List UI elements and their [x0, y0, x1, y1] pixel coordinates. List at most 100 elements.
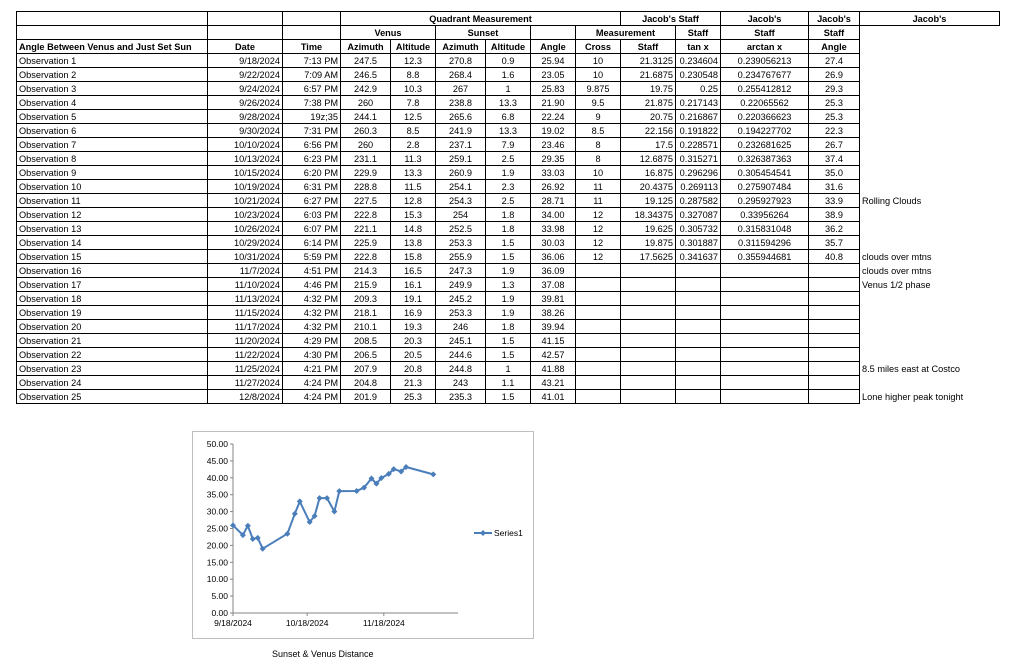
cell-tan[interactable]: 0.230548	[675, 67, 721, 82]
cell-cross[interactable]	[575, 291, 621, 306]
column-header-venus-azimuth[interactable]: Azimuth	[340, 39, 391, 54]
cell-angle[interactable]: 33.03	[530, 165, 576, 180]
cell-cross[interactable]: 9	[575, 109, 621, 124]
cell-tan[interactable]	[675, 277, 721, 292]
cell-v-az[interactable]: 228.8	[340, 179, 391, 194]
cell-v-az[interactable]: 260.3	[340, 123, 391, 138]
cell-v-alt[interactable]: 21.3	[390, 375, 436, 390]
cell-s-az[interactable]: 237.1	[435, 137, 486, 152]
cell-angle[interactable]: 41.88	[530, 361, 576, 376]
cell-cross[interactable]	[575, 277, 621, 292]
note-cell[interactable]	[860, 320, 1000, 334]
cell-angle[interactable]: 36.06	[530, 249, 576, 264]
cell-s-az[interactable]: 247.3	[435, 263, 486, 278]
cell-s-alt[interactable]: 1.8	[485, 221, 531, 236]
cell-staff[interactable]	[620, 263, 676, 278]
cell-v-az[interactable]: 206.5	[340, 347, 391, 362]
cell-time[interactable]: 6:57 PM	[282, 81, 341, 96]
cell-label[interactable]: Observation 1	[16, 53, 208, 68]
cell-s-az[interactable]: 268.4	[435, 67, 486, 82]
table-row[interactable]: Observation 4 9/26/2024 7:38 PM 260 7.8 238.8…	[16, 95, 1000, 110]
cell-staff[interactable]	[620, 319, 676, 334]
table-row[interactable]: Observation 20 11/17/2024 4:32 PM 210.1 19.3…	[16, 319, 1000, 334]
cell-v-az[interactable]: 225.9	[340, 235, 391, 250]
cell-s-az[interactable]: 270.8	[435, 53, 486, 68]
cell-s-alt[interactable]: 1.5	[485, 389, 531, 404]
cell-jangle[interactable]: 27.4	[808, 53, 860, 68]
cell-staff[interactable]	[620, 389, 676, 404]
cell-jangle[interactable]: 22.3	[808, 123, 860, 138]
cell-v-alt[interactable]: 11.3	[390, 151, 436, 166]
cell-s-alt[interactable]: 1.8	[485, 207, 531, 222]
note-cell[interactable]	[860, 376, 1000, 390]
table-row[interactable]: Observation 3 9/24/2024 6:57 PM 242.9 10.3 26…	[16, 81, 1000, 96]
cell-cross[interactable]	[575, 389, 621, 404]
cell-time[interactable]: 4:51 PM	[282, 263, 341, 278]
cell[interactable]	[282, 11, 341, 26]
column-header-staff[interactable]: Staff	[620, 39, 676, 54]
cell-v-az[interactable]: 215.9	[340, 277, 391, 292]
cell-time[interactable]: 4:29 PM	[282, 333, 341, 348]
cell-cross[interactable]	[575, 319, 621, 334]
cell[interactable]	[282, 25, 341, 40]
cell-time[interactable]: 6:27 PM	[282, 193, 341, 208]
cell-v-az[interactable]: 242.9	[340, 81, 391, 96]
cell-arctan[interactable]	[720, 333, 809, 348]
cell-s-alt[interactable]: 2.3	[485, 179, 531, 194]
jacobs-staff-angle-header[interactable]: Jacob's	[859, 11, 1000, 26]
cell-v-alt[interactable]: 15.3	[390, 207, 436, 222]
cell-s-alt[interactable]: 1.9	[485, 291, 531, 306]
cell-v-alt[interactable]: 19.3	[390, 319, 436, 334]
cell-v-alt[interactable]: 20.5	[390, 347, 436, 362]
cell-arctan[interactable]	[720, 263, 809, 278]
cell-jangle[interactable]: 31.6	[808, 179, 860, 194]
table-row[interactable]: Observation 23 11/25/2024 4:21 PM 207.9 20.8…	[16, 361, 1000, 376]
cell-jangle[interactable]: 29.3	[808, 81, 860, 96]
cell-tan[interactable]: 0.296296	[675, 165, 721, 180]
cell-angle[interactable]: 41.15	[530, 333, 576, 348]
cell-s-az[interactable]: 253.3	[435, 235, 486, 250]
column-header-time[interactable]: Time	[282, 39, 341, 54]
cell-jangle[interactable]: 40.8	[808, 249, 860, 264]
table-row[interactable]: Observation 13 10/26/2024 6:07 PM 221.1 14.8…	[16, 221, 1000, 236]
cell-s-az[interactable]: 246	[435, 319, 486, 334]
cell-time[interactable]: 4:32 PM	[282, 291, 341, 306]
cell-staff[interactable]: 20.4375	[620, 179, 676, 194]
cell-tan[interactable]: 0.305732	[675, 221, 721, 236]
cell-v-alt[interactable]: 14.8	[390, 221, 436, 236]
table-row[interactable]: Observation 10 10/19/2024 6:31 PM 228.8 11.5…	[16, 179, 1000, 194]
cell-v-alt[interactable]: 2.8	[390, 137, 436, 152]
cell-staff[interactable]: 19.625	[620, 221, 676, 236]
cell-time[interactable]: 4:24 PM	[282, 389, 341, 404]
cell-label[interactable]: Observation 24	[16, 375, 208, 390]
table-row[interactable]: Observation 21 11/20/2024 4:29 PM 208.5 20.3…	[16, 333, 1000, 348]
note-cell[interactable]	[860, 180, 1000, 194]
cell-cross[interactable]	[575, 263, 621, 278]
cell-angle[interactable]: 23.05	[530, 67, 576, 82]
cell-jangle[interactable]: 26.9	[808, 67, 860, 82]
column-header-venus-altitude[interactable]: Altitude	[390, 39, 436, 54]
column-header-label[interactable]: Angle Between Venus and Just Set Sun	[16, 39, 208, 54]
cell-time[interactable]: 7:31 PM	[282, 123, 341, 138]
cell-v-az[interactable]: 221.1	[340, 221, 391, 236]
cell-s-alt[interactable]: 0.9	[485, 53, 531, 68]
cell-tan[interactable]: 0.287582	[675, 193, 721, 208]
cell-arctan[interactable]: 0.295927923	[720, 193, 809, 208]
cell-s-alt[interactable]: 13.3	[485, 95, 531, 110]
cell-date[interactable]: 11/22/2024	[207, 347, 283, 362]
cell[interactable]	[207, 25, 283, 40]
cell-s-alt[interactable]: 1.9	[485, 305, 531, 320]
cell-staff[interactable]	[620, 305, 676, 320]
cell-cross[interactable]	[575, 333, 621, 348]
cell-label[interactable]: Observation 4	[16, 95, 208, 110]
note-cell[interactable]	[860, 348, 1000, 362]
cell-arctan[interactable]: 0.239056213	[720, 53, 809, 68]
cell-arctan[interactable]: 0.355944681	[720, 249, 809, 264]
cell-staff[interactable]: 19.125	[620, 193, 676, 208]
cell-tan[interactable]	[675, 347, 721, 362]
cell-time[interactable]: 7:09 AM	[282, 67, 341, 82]
cell-arctan[interactable]: 0.275907484	[720, 179, 809, 194]
table-row[interactable]: Observation 7 10/10/2024 6:56 PM 260 2.8 237.…	[16, 137, 1000, 152]
cell-tan[interactable]: 0.25	[675, 81, 721, 96]
cell-date[interactable]: 10/26/2024	[207, 221, 283, 236]
